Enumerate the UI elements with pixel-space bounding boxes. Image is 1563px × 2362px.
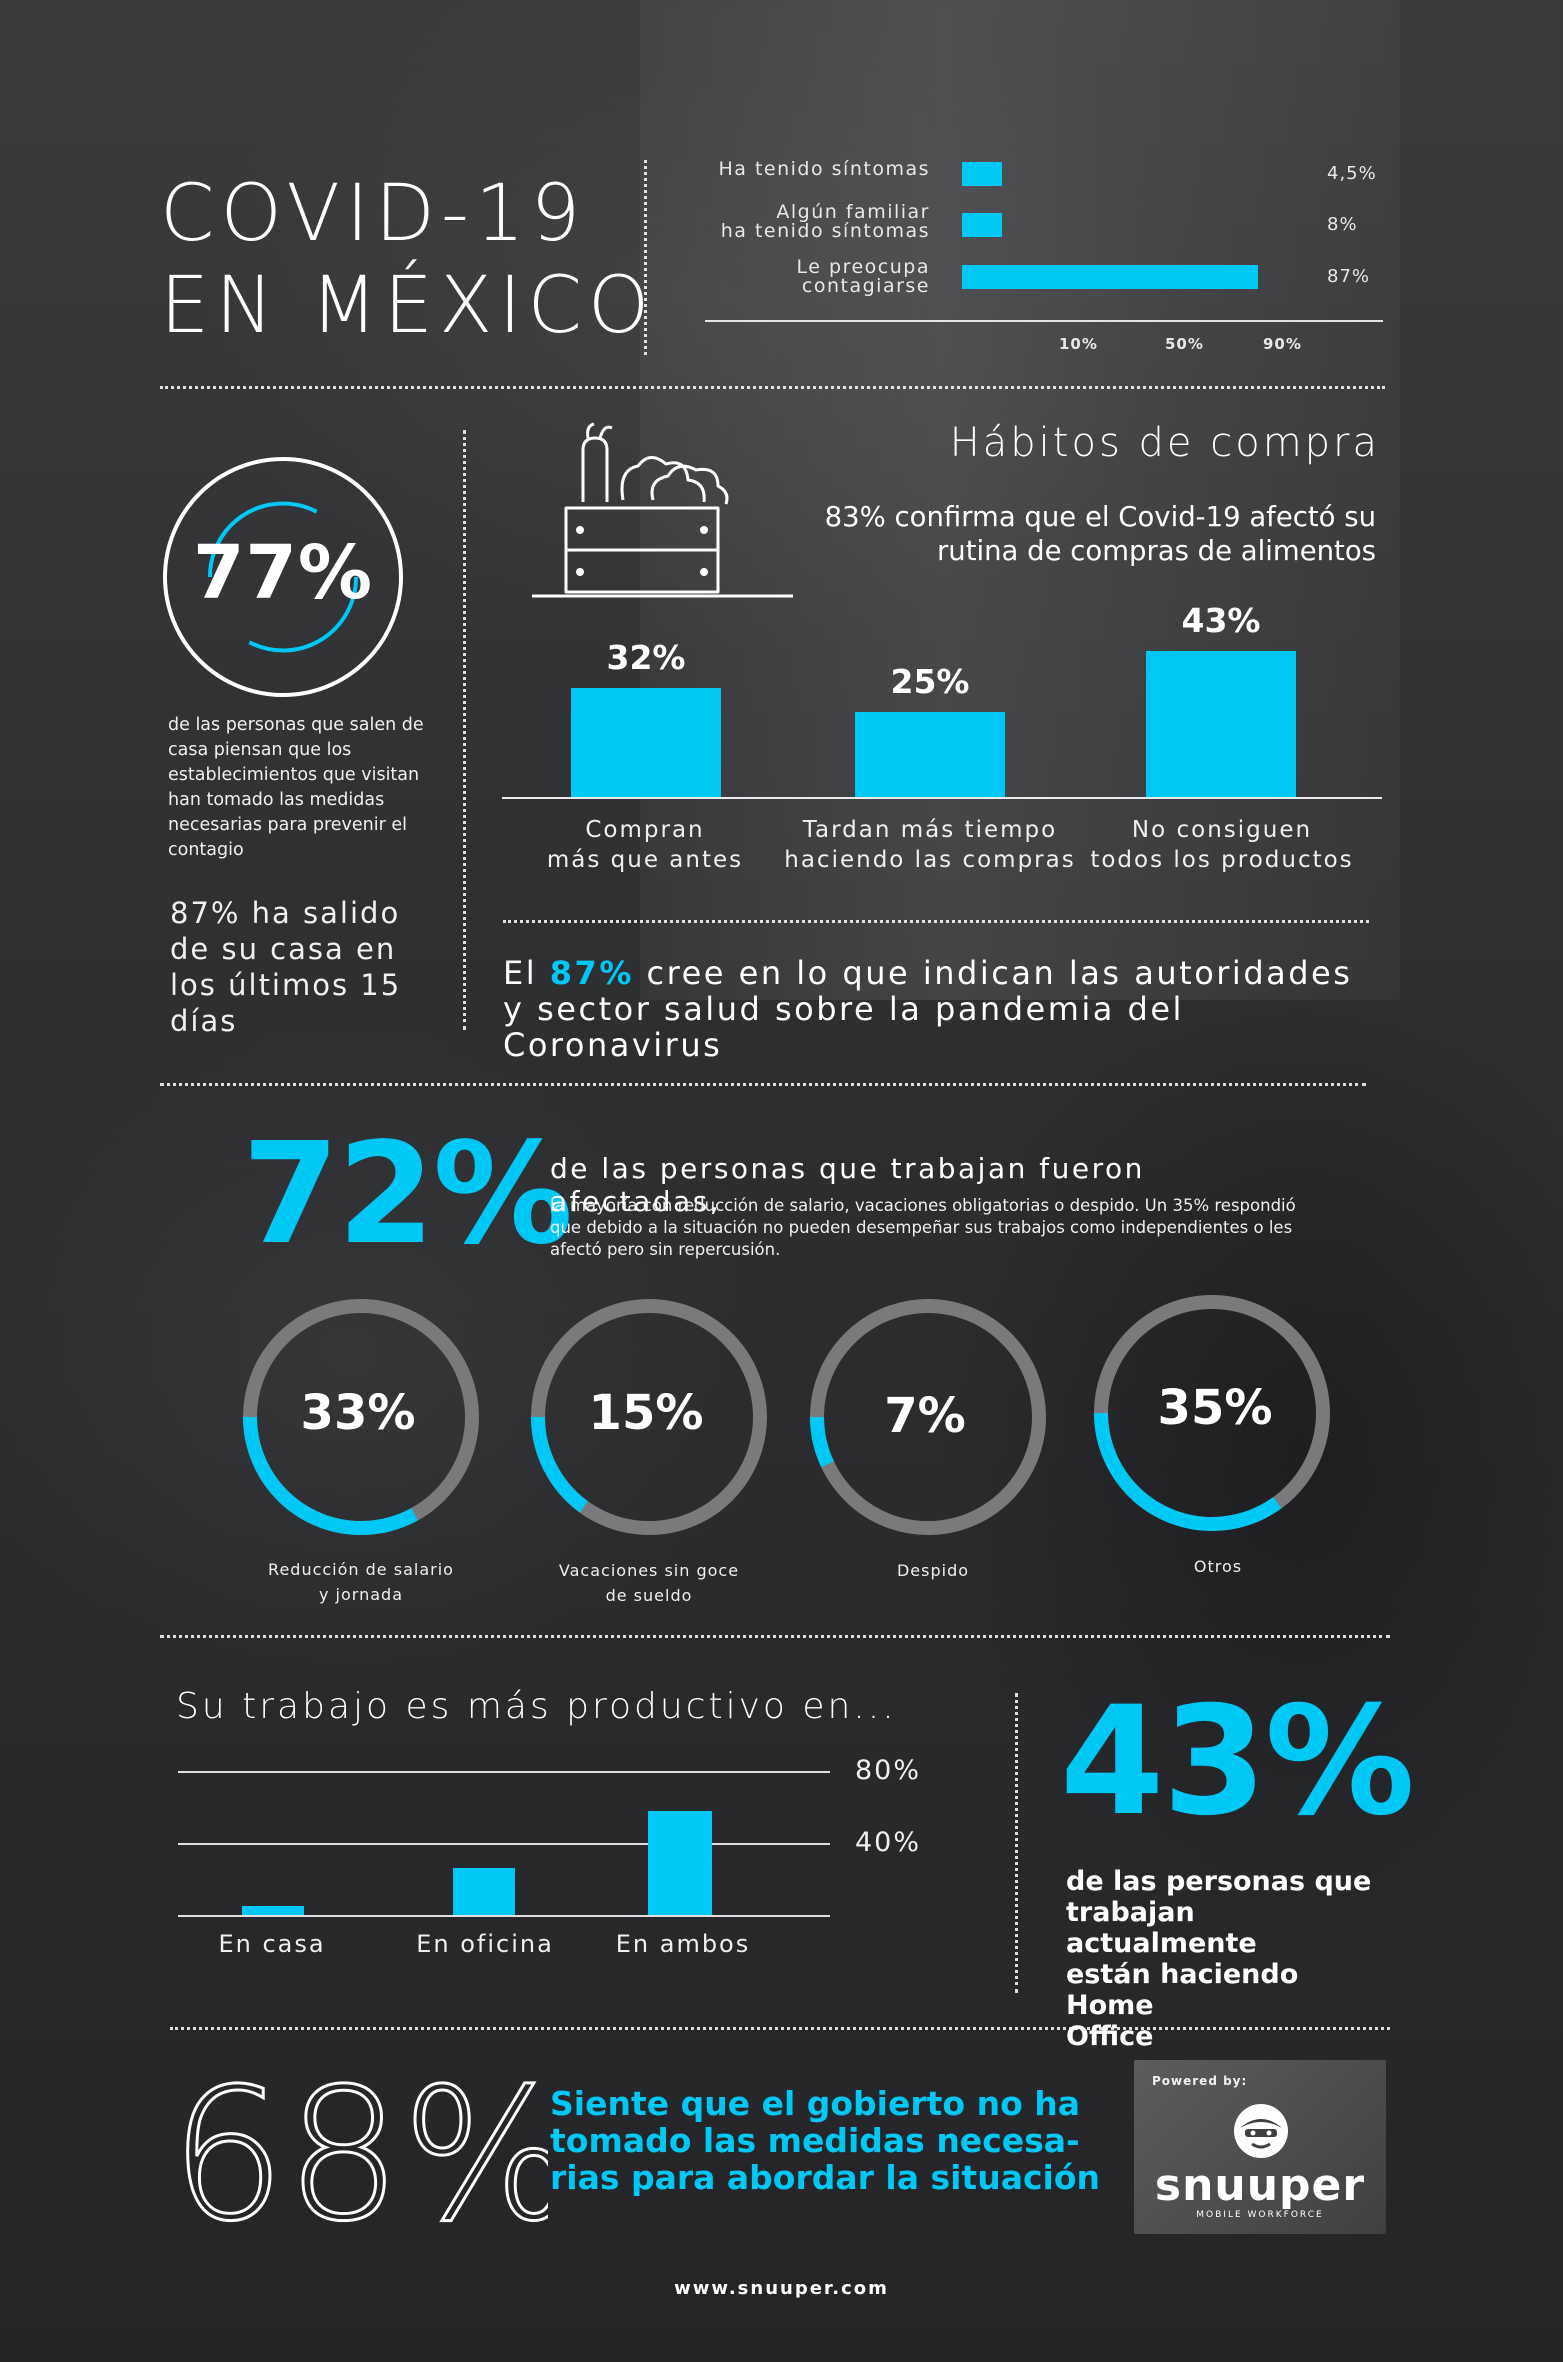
footer-url[interactable]: www.snuuper.com [674,2278,889,2299]
ring-progress-arc [1094,1295,1330,1531]
vegetable-crate-icon [532,422,793,598]
symptoms-axis [705,320,1383,322]
habitos-subtitle: 83% confirma que el Covid-19 afectó su r… [760,500,1376,568]
section-divider-4 [170,2027,1390,2030]
ring-otros [1094,1295,1330,1531]
section-divider-2 [160,1083,1366,1086]
habitos-value-2: 25% [890,662,970,701]
left-column-divider [463,430,466,1030]
ring-value-1: 33% [300,1385,416,1441]
productivo-bar-oficina [453,1868,515,1915]
ring-caption-4: Otros [1193,1557,1243,1576]
symptom-bar-1 [962,162,1002,186]
ring-caption-1: Reducción de salario y jornada [268,1560,454,1604]
productivo-caption-ambos: En ambos [615,1930,751,1958]
autoridades-highlight: 87% [549,954,634,992]
stat-77-description: de las personas que salen de casa piensa… [168,715,424,860]
grid-line-80 [178,1771,830,1773]
trabajo-big-stat: 72% [242,1113,573,1276]
ring-value-3: 7% [884,1388,966,1444]
powered-by-label: Powered by: [1152,2074,1248,2088]
snuuper-mascot-icon [1234,2104,1288,2158]
stat-87-salido: 87% ha salido de su casa en los últimos … [170,896,402,1038]
autoridades-line-1: cree en lo que indican las autoridades [633,954,1353,992]
ring-despido [810,1299,1046,1535]
section-divider-1 [160,386,1385,389]
snuuper-logo: Powered by: snuuper MOBILE WORKFORCE [1134,2060,1386,2234]
symptom-value-3: 87% [1327,266,1371,287]
habitos-caption-3: No consiguen todos los productos [1090,817,1354,873]
ring-caption-2: Vacaciones sin goce de sueldo [558,1561,740,1605]
trabajo-detail: la mayoría con reducción de salario, vac… [550,1196,1296,1259]
habitos-axis [502,797,1382,799]
habitos-bar-1 [571,688,721,797]
productivo-bar-ambos [648,1810,712,1915]
gobierno-statement: Siente que el gobierto no ha tomado las … [550,2084,1100,2197]
productivo-bar-casa [242,1906,304,1915]
ring-progress-arc [810,1299,1046,1535]
symptom-bar-3 [962,265,1258,289]
productivo-axis [178,1915,830,1917]
autoridades-statement: El 87% cree en lo que indican las autori… [503,955,1383,1063]
habitos-value-3: 43% [1181,600,1261,640]
stat-77-value: 77% [192,530,374,616]
productivo-caption-casa: En casa [218,1930,326,1958]
habitos-bar-3 [1146,650,1296,797]
grid-label-80: 80% [855,1755,922,1786]
productivo-title: Su trabajo es más productivo en... [176,1686,897,1727]
title-line-1: COVID-19 [160,169,587,259]
symptom-value-1: 4,5% [1327,163,1377,184]
section-divider-habitos [503,920,1369,923]
trabajo-headline: de las personas que trabajan fueron afec… [550,1152,1145,1218]
productivo-caption-oficina: En oficina [416,1930,554,1958]
section-divider-3 [160,1635,1390,1638]
symptom-bar-2 [962,213,1002,237]
ring-caption-3: Despido [896,1561,970,1580]
symptom-value-2: 8% [1327,214,1358,235]
home-office-big-stat: 43% [1060,1675,1415,1849]
grid-label-40: 40% [855,1827,922,1858]
symptom-label-3: Le preocupa contagiarse [796,256,930,297]
title-line-2: EN MÉXICO [160,261,656,351]
ring-value-4: 35% [1157,1380,1273,1436]
ring-progress-arc [531,1299,767,1535]
ring-vacaciones [531,1299,767,1535]
habitos-caption-1: Compran más que antes [546,817,744,873]
snuuper-tagline: MOBILE WORKFORCE [1196,2210,1324,2220]
stat-77-ring [163,457,403,697]
axis-tick-90: 90% [1263,335,1302,353]
habitos-caption-2: Tardan más tiempo haciendo las compras [784,817,1076,873]
axis-tick-50: 50% [1165,335,1204,353]
snuuper-brand: snuuper [1154,2160,1366,2211]
habitos-bar-2 [855,712,1005,797]
title-divider [644,160,647,355]
ring-reduccion [243,1299,479,1535]
habitos-subtitle-line-1: 83% confirma que el Covid-19 afectó su [824,501,1376,533]
symptom-label-2: Algún familiar ha tenido síntomas [720,201,930,242]
home-office-description: de las personas que trabajan actualmente… [1066,1866,1372,2052]
autoridades-prefix: El [503,954,550,992]
page-title: COVID-19 EN MÉXICO [160,168,655,352]
gobierno-big-stat-outline: 68% [169,2060,549,2240]
gobierno-big-stat: 68% [170,2060,548,2240]
ring-progress-arc [243,1299,479,1535]
background-window-light [640,0,1400,1000]
symptom-label-1: Ha tenido síntomas [718,158,930,180]
productivo-divider [1015,1693,1018,1993]
grid-line-40 [178,1843,830,1845]
habitos-subtitle-line-2: rutina de compras de alimentos [936,535,1376,567]
habitos-title: Hábitos de compra [949,420,1380,466]
autoridades-line-2: y sector salud sobre la pandemia del Cor… [503,990,1184,1064]
habitos-value-1: 32% [606,638,686,678]
axis-tick-10: 10% [1059,335,1098,353]
ring-value-2: 15% [588,1385,704,1441]
